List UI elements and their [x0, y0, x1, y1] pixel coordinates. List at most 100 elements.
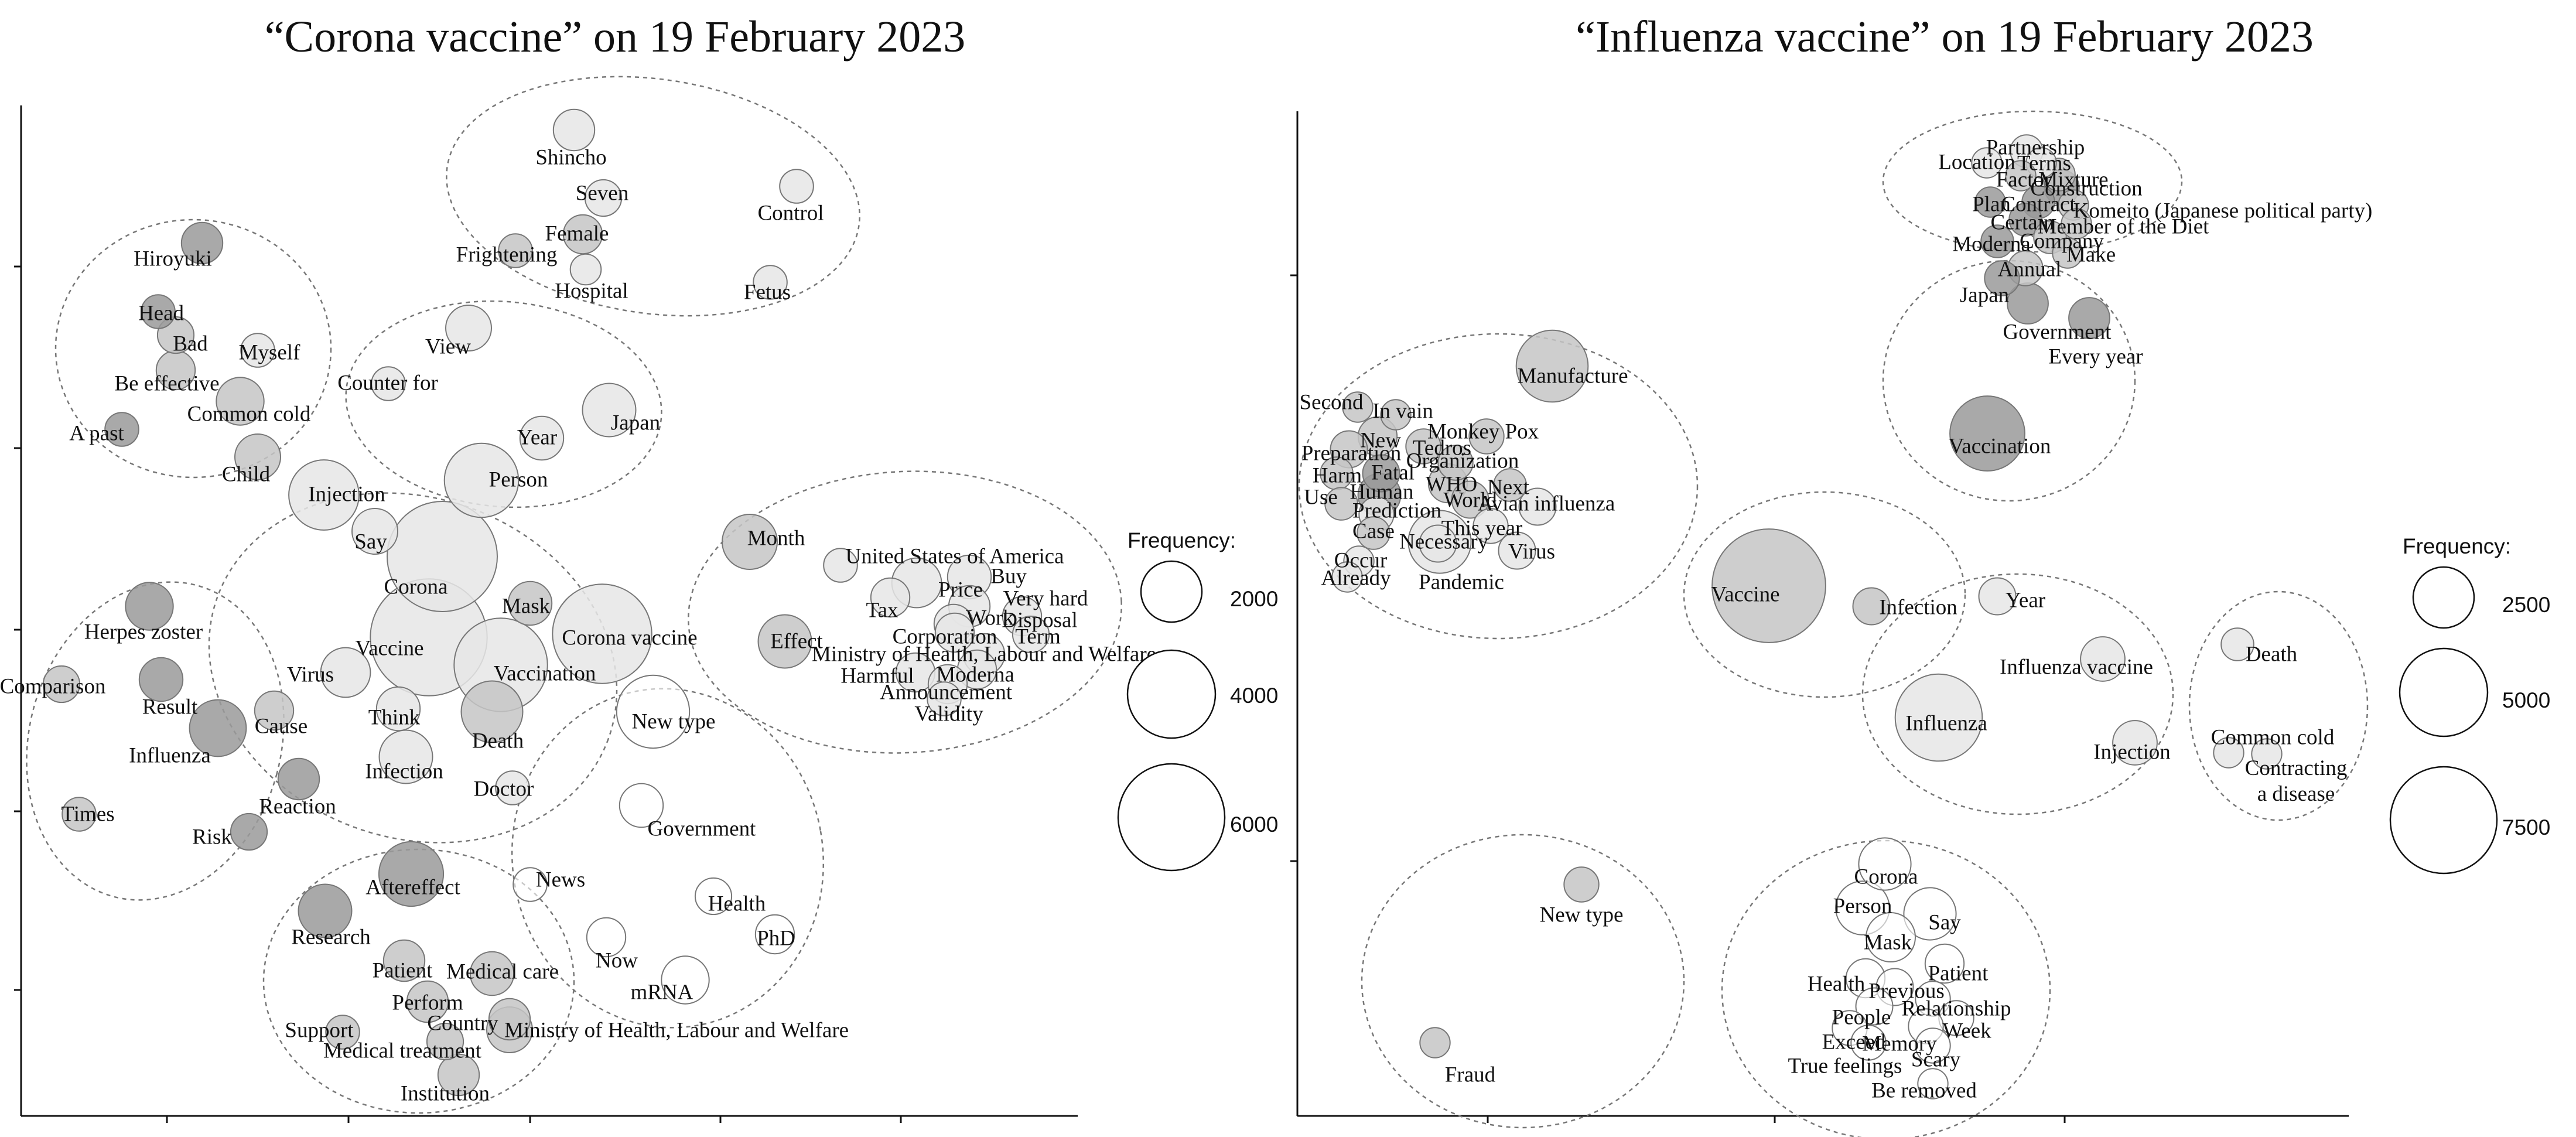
- word-label: Fraud: [1445, 1063, 1496, 1087]
- word-label: Fatal: [1371, 460, 1415, 484]
- legend-value: 7500: [2502, 815, 2550, 839]
- cluster-outline: [208, 492, 618, 844]
- left-bubbles: [42, 108, 1050, 1097]
- word-label: Company: [2020, 229, 2104, 253]
- cluster-outline: [262, 848, 575, 1114]
- word-bubble: [445, 305, 492, 351]
- cluster-outline: [1882, 110, 2183, 253]
- word-label: Memory: [1862, 1032, 1937, 1056]
- word-bubble: [1858, 837, 1912, 891]
- word-label: Influenza: [129, 743, 211, 767]
- right-chart-title: “Influenza vaccine” on 19 February 2023: [1576, 12, 2314, 62]
- legend-circle-small: [1140, 560, 1203, 623]
- word-label: Say: [1928, 910, 1961, 934]
- word-bubble: [1419, 524, 1457, 563]
- word-label: Disposal: [1002, 608, 1078, 632]
- legend-circle-medium: [2399, 647, 2489, 737]
- word-bubble: [2068, 297, 2110, 339]
- word-label: Organization: [1406, 449, 1519, 473]
- word-bubble: [469, 951, 515, 996]
- word-label: Human: [1350, 480, 1414, 504]
- word-bubble: [1903, 887, 1957, 941]
- word-label: Cause: [255, 714, 308, 738]
- word-bubble: [569, 253, 602, 286]
- word-label: Annual: [1998, 257, 2062, 281]
- word-label: Be effective: [114, 371, 219, 395]
- legend-value: 5000: [2502, 688, 2550, 712]
- word-label: Every year: [2048, 344, 2143, 368]
- word-label: World: [1443, 488, 1497, 512]
- word-bubble: [141, 294, 176, 329]
- word-bubble: [216, 377, 265, 426]
- word-label: Doctor: [474, 777, 534, 801]
- word-label: Corona vaccine: [562, 626, 697, 650]
- word-label: Control: [757, 201, 824, 225]
- word-label: Country: [427, 1011, 498, 1035]
- word-bubble: [519, 415, 565, 461]
- word-label: PhD: [757, 926, 795, 950]
- word-label: Vaccination: [494, 661, 596, 685]
- cluster-outline: [1882, 260, 2136, 502]
- word-label: Corporation: [893, 624, 997, 648]
- cluster-outline: [1683, 491, 1966, 698]
- word-bubble: [382, 939, 426, 982]
- word-bubble: [254, 690, 295, 731]
- word-label: This year: [1441, 516, 1523, 540]
- cluster-outline: [1361, 834, 1685, 1129]
- word-label: Year: [2006, 588, 2045, 612]
- word-bubble: [234, 433, 281, 480]
- word-bubble: [1949, 395, 2025, 472]
- word-bubble: [1917, 1068, 1949, 1100]
- word-label: Mask: [502, 594, 551, 618]
- word-label: Moderna: [1952, 232, 2031, 256]
- word-label: Tedros: [1413, 436, 1471, 460]
- word-bubble: [277, 757, 320, 801]
- word-label: Person: [1833, 894, 1892, 918]
- word-label: Times: [61, 802, 114, 826]
- legend-value: 6000: [1230, 812, 1278, 836]
- word-label: Very hard: [1003, 586, 1088, 610]
- word-label: Construction: [2030, 176, 2142, 200]
- word-label: Partnership: [1986, 135, 2085, 159]
- word-label: Medical treatment: [323, 1039, 482, 1063]
- word-label: View: [425, 334, 471, 358]
- word-bubble: [351, 508, 398, 555]
- word-label: Influenza: [1905, 711, 1987, 735]
- word-bubble: [1924, 943, 1965, 984]
- word-bubble: [1978, 577, 2017, 616]
- word-label: Vaccine: [355, 636, 423, 660]
- word-label: Infection: [1879, 595, 1957, 619]
- word-label: Hiroyuki: [134, 247, 212, 271]
- word-label: Preparation: [1301, 441, 1402, 465]
- word-bubble: [870, 577, 911, 618]
- word-label: Moderna: [936, 663, 1014, 687]
- word-bubble: [1974, 186, 2006, 218]
- word-bubble: [240, 333, 275, 368]
- word-label: Ministry of Health, Labour and Welfare: [812, 642, 1156, 666]
- word-label: Government: [648, 817, 757, 841]
- word-label: Think: [368, 705, 421, 729]
- word-label: Terms: [2017, 151, 2071, 175]
- word-label: Injection: [308, 482, 385, 506]
- word-bubble: [616, 674, 691, 749]
- word-label: Plan: [1972, 192, 2011, 216]
- legend-circle-small: [2412, 566, 2475, 629]
- word-bubble: [460, 680, 524, 743]
- word-label: New type: [1540, 903, 1624, 927]
- word-label: Medical care: [446, 960, 559, 984]
- word-label: Ministry of Health, Labour and Welfare: [504, 1018, 849, 1042]
- cluster-outline: [2188, 590, 2369, 821]
- word-bubble: [443, 442, 520, 518]
- word-label: Institution: [401, 1081, 490, 1105]
- legend-title: Frequency:: [1128, 528, 1236, 552]
- word-label: New: [1360, 428, 1401, 452]
- word-bubble: [1380, 399, 1412, 431]
- word-bubble: [1473, 508, 1509, 544]
- word-label: Case: [1352, 519, 1395, 543]
- word-bubble: [619, 783, 664, 828]
- word-bubble: [753, 265, 788, 300]
- word-label: Health: [1808, 972, 1866, 996]
- word-bubble: [927, 681, 962, 716]
- word-label: Patient: [373, 958, 433, 982]
- word-label: Comparison: [0, 674, 105, 698]
